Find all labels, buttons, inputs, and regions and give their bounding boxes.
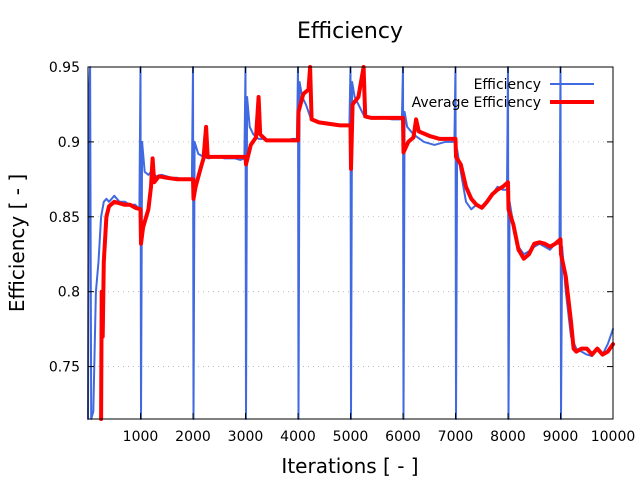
x-axis-label: Iterations [ - ] — [281, 454, 418, 478]
y-tick-label: 0.85 — [49, 210, 80, 226]
x-tick-label: 4000 — [280, 429, 316, 445]
y-tick-label: 0.8 — [58, 285, 80, 301]
y-tick-label: 0.9 — [58, 135, 80, 151]
legend-label: Efficiency — [474, 77, 541, 93]
y-tick-label: 0.75 — [49, 360, 80, 376]
x-tick-label: 8000 — [490, 429, 526, 445]
series-line-average-efficiency — [99, 65, 615, 421]
series-layer — [87, 65, 615, 421]
x-tick-label: 9000 — [543, 429, 579, 445]
y-axis-label: Efficiency [ - ] — [5, 174, 29, 312]
x-tick-label: 6000 — [385, 429, 421, 445]
y-tick-label: 0.95 — [49, 60, 80, 76]
x-tick-label: 10000 — [591, 429, 636, 445]
x-tick-label: 2000 — [175, 429, 211, 445]
x-tick-label: 1000 — [123, 429, 159, 445]
tick-layer: 1000 2000 3000 4000 5000 6000 7000 8000 9000 1000… — [49, 60, 635, 445]
x-tick-label: 7000 — [438, 429, 474, 445]
legend-label: Average Efficiency — [412, 95, 541, 111]
x-tick-label: 5000 — [333, 429, 369, 445]
legend: Efficiency Average Efficiency — [412, 77, 594, 111]
chart-title: Efficiency — [297, 19, 403, 44]
x-tick-label: 3000 — [228, 429, 264, 445]
